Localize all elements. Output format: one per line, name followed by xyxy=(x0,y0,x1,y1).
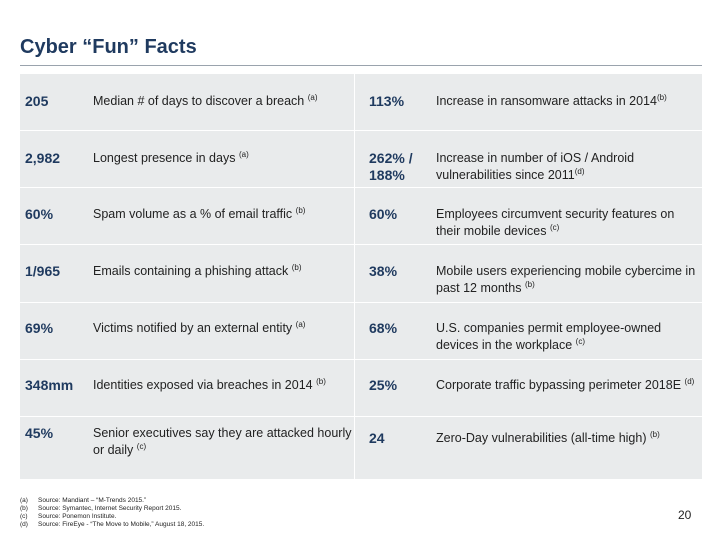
row-divider xyxy=(20,416,702,417)
footnote: (d) Source: FireEye - “The Move to Mobile… xyxy=(20,521,205,528)
facts-table: 205 Median # of days to discover a breac… xyxy=(20,74,702,479)
fact-description: Zero-Day vulnerabilities (all-time high)… xyxy=(436,429,660,445)
row-divider xyxy=(20,359,702,360)
row-divider xyxy=(20,244,702,245)
table-row: 205 Median # of days to discover a breac… xyxy=(20,74,702,130)
page-number: 20 xyxy=(678,508,692,522)
fact-value: 262% / 188% xyxy=(369,150,413,183)
table-row: 1/965 Emails containing a phishing attac… xyxy=(20,245,702,301)
fact-description: Mobile users experiencing mobile cyberci… xyxy=(436,264,696,295)
table-row: 60% Spam volume as a % of email traffic … xyxy=(20,188,702,244)
fact-value: 68% xyxy=(369,320,398,336)
column-divider xyxy=(354,74,355,479)
fact-value: 69% xyxy=(25,320,54,336)
fact-description: U.S. companies permit employee-owned dev… xyxy=(436,321,662,352)
footnote: (b) Source: Symantec, Internet Security R… xyxy=(20,505,182,512)
fact-value: 2,982 xyxy=(25,150,61,166)
fact-description: Increase in ransomware attacks in 2014(b… xyxy=(436,92,667,108)
fact-description: Spam volume as a % of email traffic (b) xyxy=(93,205,306,221)
table-row: 2,982 Longest presence in days (a) 262% … xyxy=(20,131,702,187)
row-divider xyxy=(20,302,702,303)
title-divider xyxy=(20,65,702,66)
table-row: 348mm Identities exposed via breaches in… xyxy=(20,360,702,416)
footnotes: (a) Source: Mandiant – “M-Trends 2015.” (… xyxy=(20,497,204,529)
fact-description: Victims notified by an external entity (… xyxy=(93,319,306,335)
fact-value: 113% xyxy=(369,93,405,109)
fact-description: Employees circumvent security features o… xyxy=(436,207,675,238)
footnote: (a) Source: Mandiant – “M-Trends 2015.” xyxy=(20,497,147,504)
fact-description: Emails containing a phishing attack (b) xyxy=(93,262,302,278)
fact-description: Longest presence in days (a) xyxy=(93,149,249,165)
row-divider xyxy=(20,187,702,188)
row-divider xyxy=(20,130,702,131)
fact-description: Corporate traffic bypassing perimeter 20… xyxy=(436,376,695,392)
table-row: 45% Senior executives say they are attac… xyxy=(20,417,702,473)
fact-description: Increase in number of iOS / Android vuln… xyxy=(436,151,635,182)
fact-value: 24 xyxy=(369,430,385,446)
fact-value: 60% xyxy=(25,206,54,222)
fact-value: 348mm xyxy=(25,377,74,393)
fact-description: Median # of days to discover a breach (a… xyxy=(93,92,318,108)
table-row: 69% Victims notified by an external enti… xyxy=(20,303,702,359)
fact-value: 38% xyxy=(369,263,398,279)
fact-value: 60% xyxy=(369,206,398,222)
fact-description: Senior executives say they are attacked … xyxy=(93,426,352,457)
page-title: Cyber “Fun” Facts xyxy=(20,36,197,58)
fact-value: 45% xyxy=(25,425,54,441)
fact-description: Identities exposed via breaches in 2014 … xyxy=(93,376,326,392)
fact-value: 25% xyxy=(369,377,398,393)
fact-value: 1/965 xyxy=(25,263,61,279)
fact-value: 205 xyxy=(25,93,49,109)
footnote: (c) Source: Ponemon Institute. xyxy=(20,513,117,520)
